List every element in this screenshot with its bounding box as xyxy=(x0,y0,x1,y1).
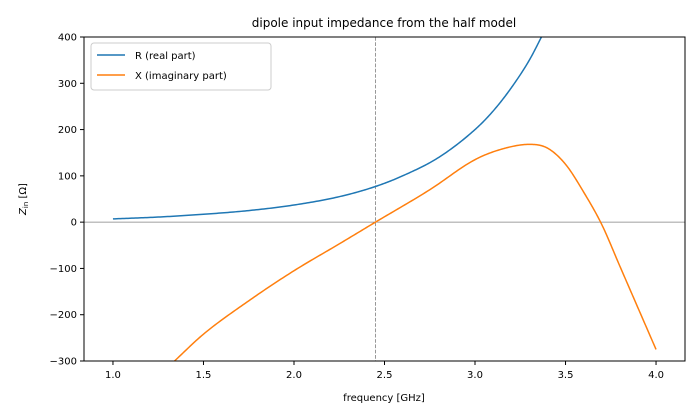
y-tick-label: −100 xyxy=(50,264,77,275)
legend: R (real part) X (imaginary part) xyxy=(90,42,272,91)
x-tick-label: 4.0 xyxy=(648,370,664,381)
series-layer xyxy=(112,37,657,361)
y-axis-ticks: −300 −200 −100 0 100 200 300 400 xyxy=(50,33,84,368)
chart-title: dipole input impedance from the half mod… xyxy=(252,16,516,30)
series-line-real-part xyxy=(112,37,543,220)
y-tick-label: 0 xyxy=(71,218,77,229)
y-tick-label: −200 xyxy=(50,310,77,321)
x-tick-label: 1.5 xyxy=(196,370,212,381)
y-tick-label: −300 xyxy=(50,357,77,368)
x-axis-label: frequency [GHz] xyxy=(343,393,425,404)
series-line-imaginary-part xyxy=(174,143,657,361)
y-tick-label: 300 xyxy=(58,79,77,90)
y-axis-label-main: Z xyxy=(18,207,29,216)
plot-area xyxy=(83,36,686,362)
x-axis-ticks: 1.0 1.5 2.0 2.5 3.0 3.5 4.0 xyxy=(105,361,664,381)
x-tick-label: 3.5 xyxy=(558,370,574,381)
y-axis-label-unit: [Ω] xyxy=(18,183,29,202)
y-axis-label: Zin [Ω] xyxy=(18,183,30,216)
y-axis-label-sub: in xyxy=(22,202,30,208)
y-tick-label: 100 xyxy=(58,171,77,182)
legend-label: X (imaginary part) xyxy=(135,71,227,82)
x-tick-label: 2.5 xyxy=(377,370,393,381)
x-tick-label: 3.0 xyxy=(467,370,483,381)
y-tick-label: 200 xyxy=(58,125,77,136)
x-tick-label: 2.0 xyxy=(286,370,302,381)
x-tick-label: 1.0 xyxy=(105,370,121,381)
y-tick-label: 400 xyxy=(58,33,77,44)
reference-lines xyxy=(84,37,685,361)
legend-label: R (real part) xyxy=(135,51,196,62)
legend-box xyxy=(90,42,272,91)
